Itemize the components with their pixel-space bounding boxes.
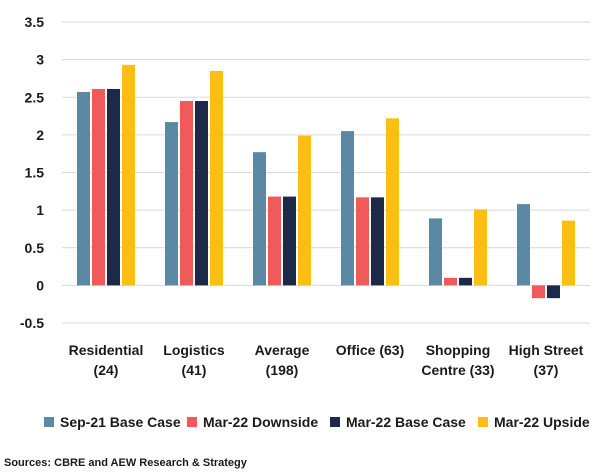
bar [107, 88, 120, 286]
bar [562, 220, 575, 286]
bar [474, 209, 487, 286]
bars [77, 64, 575, 299]
x-category-label: Office (63) [336, 342, 404, 358]
bar [180, 101, 193, 286]
bar [532, 285, 545, 299]
bar [444, 277, 457, 286]
bar [268, 196, 281, 286]
x-category-label: (198) [266, 362, 299, 378]
bar [371, 197, 384, 286]
y-tick-label: 0 [36, 277, 44, 293]
x-category-label: Centre (33) [421, 362, 494, 378]
y-tick-label: 1.5 [25, 165, 45, 181]
gridlines [62, 21, 590, 324]
legend-swatch [478, 417, 488, 427]
bar [298, 135, 311, 286]
bar [547, 285, 560, 299]
legend-label: Mar-22 Downside [203, 414, 318, 430]
legend-swatch [330, 417, 340, 427]
y-tick-label: 3.5 [25, 14, 45, 30]
x-category-label: High Street [509, 342, 584, 358]
legend-swatch [44, 417, 54, 427]
legend-label: Sep-21 Base Case [60, 414, 181, 430]
bar [165, 122, 178, 286]
y-tick-label: 1 [36, 202, 44, 218]
bar [283, 196, 296, 286]
bar [341, 131, 354, 286]
y-axis: 3.5 3 2.5 2 1.5 1 0.5 0 -0.5 [20, 14, 44, 331]
legend: Sep-21 Base Case Mar-22 Downside Mar-22 Ba… [44, 414, 590, 430]
y-tick-label: 2 [36, 127, 44, 143]
y-tick-label: 3 [36, 52, 44, 68]
x-category-label: Average [255, 342, 310, 358]
x-category-label: (37) [534, 362, 559, 378]
x-category-label: (24) [94, 362, 119, 378]
legend-label: Mar-22 Base Case [346, 414, 466, 430]
x-category-label: (41) [182, 362, 207, 378]
bar [356, 197, 369, 286]
x-axis-labels: Residential (24) Logistics (41) Average (198)… [69, 342, 584, 378]
x-category-label: Logistics [163, 342, 225, 358]
legend-label: Mar-22 Upside [494, 414, 590, 430]
legend-swatch [187, 417, 197, 427]
bar [459, 277, 472, 286]
bar [210, 70, 223, 286]
y-tick-label: -0.5 [20, 315, 44, 331]
y-tick-label: 2.5 [25, 89, 45, 105]
bar [195, 101, 208, 286]
bar [122, 64, 135, 286]
y-tick-label: 0.5 [25, 240, 45, 256]
x-category-label: Residential [69, 342, 144, 358]
bar [92, 88, 105, 286]
bar [517, 204, 530, 286]
bar [386, 118, 399, 286]
bar [77, 91, 90, 286]
bar [253, 152, 266, 286]
source-note: Sources: CBRE and AEW Research & Strateg… [4, 457, 248, 469]
bar [429, 218, 442, 286]
x-category-label: Shopping [426, 342, 491, 358]
